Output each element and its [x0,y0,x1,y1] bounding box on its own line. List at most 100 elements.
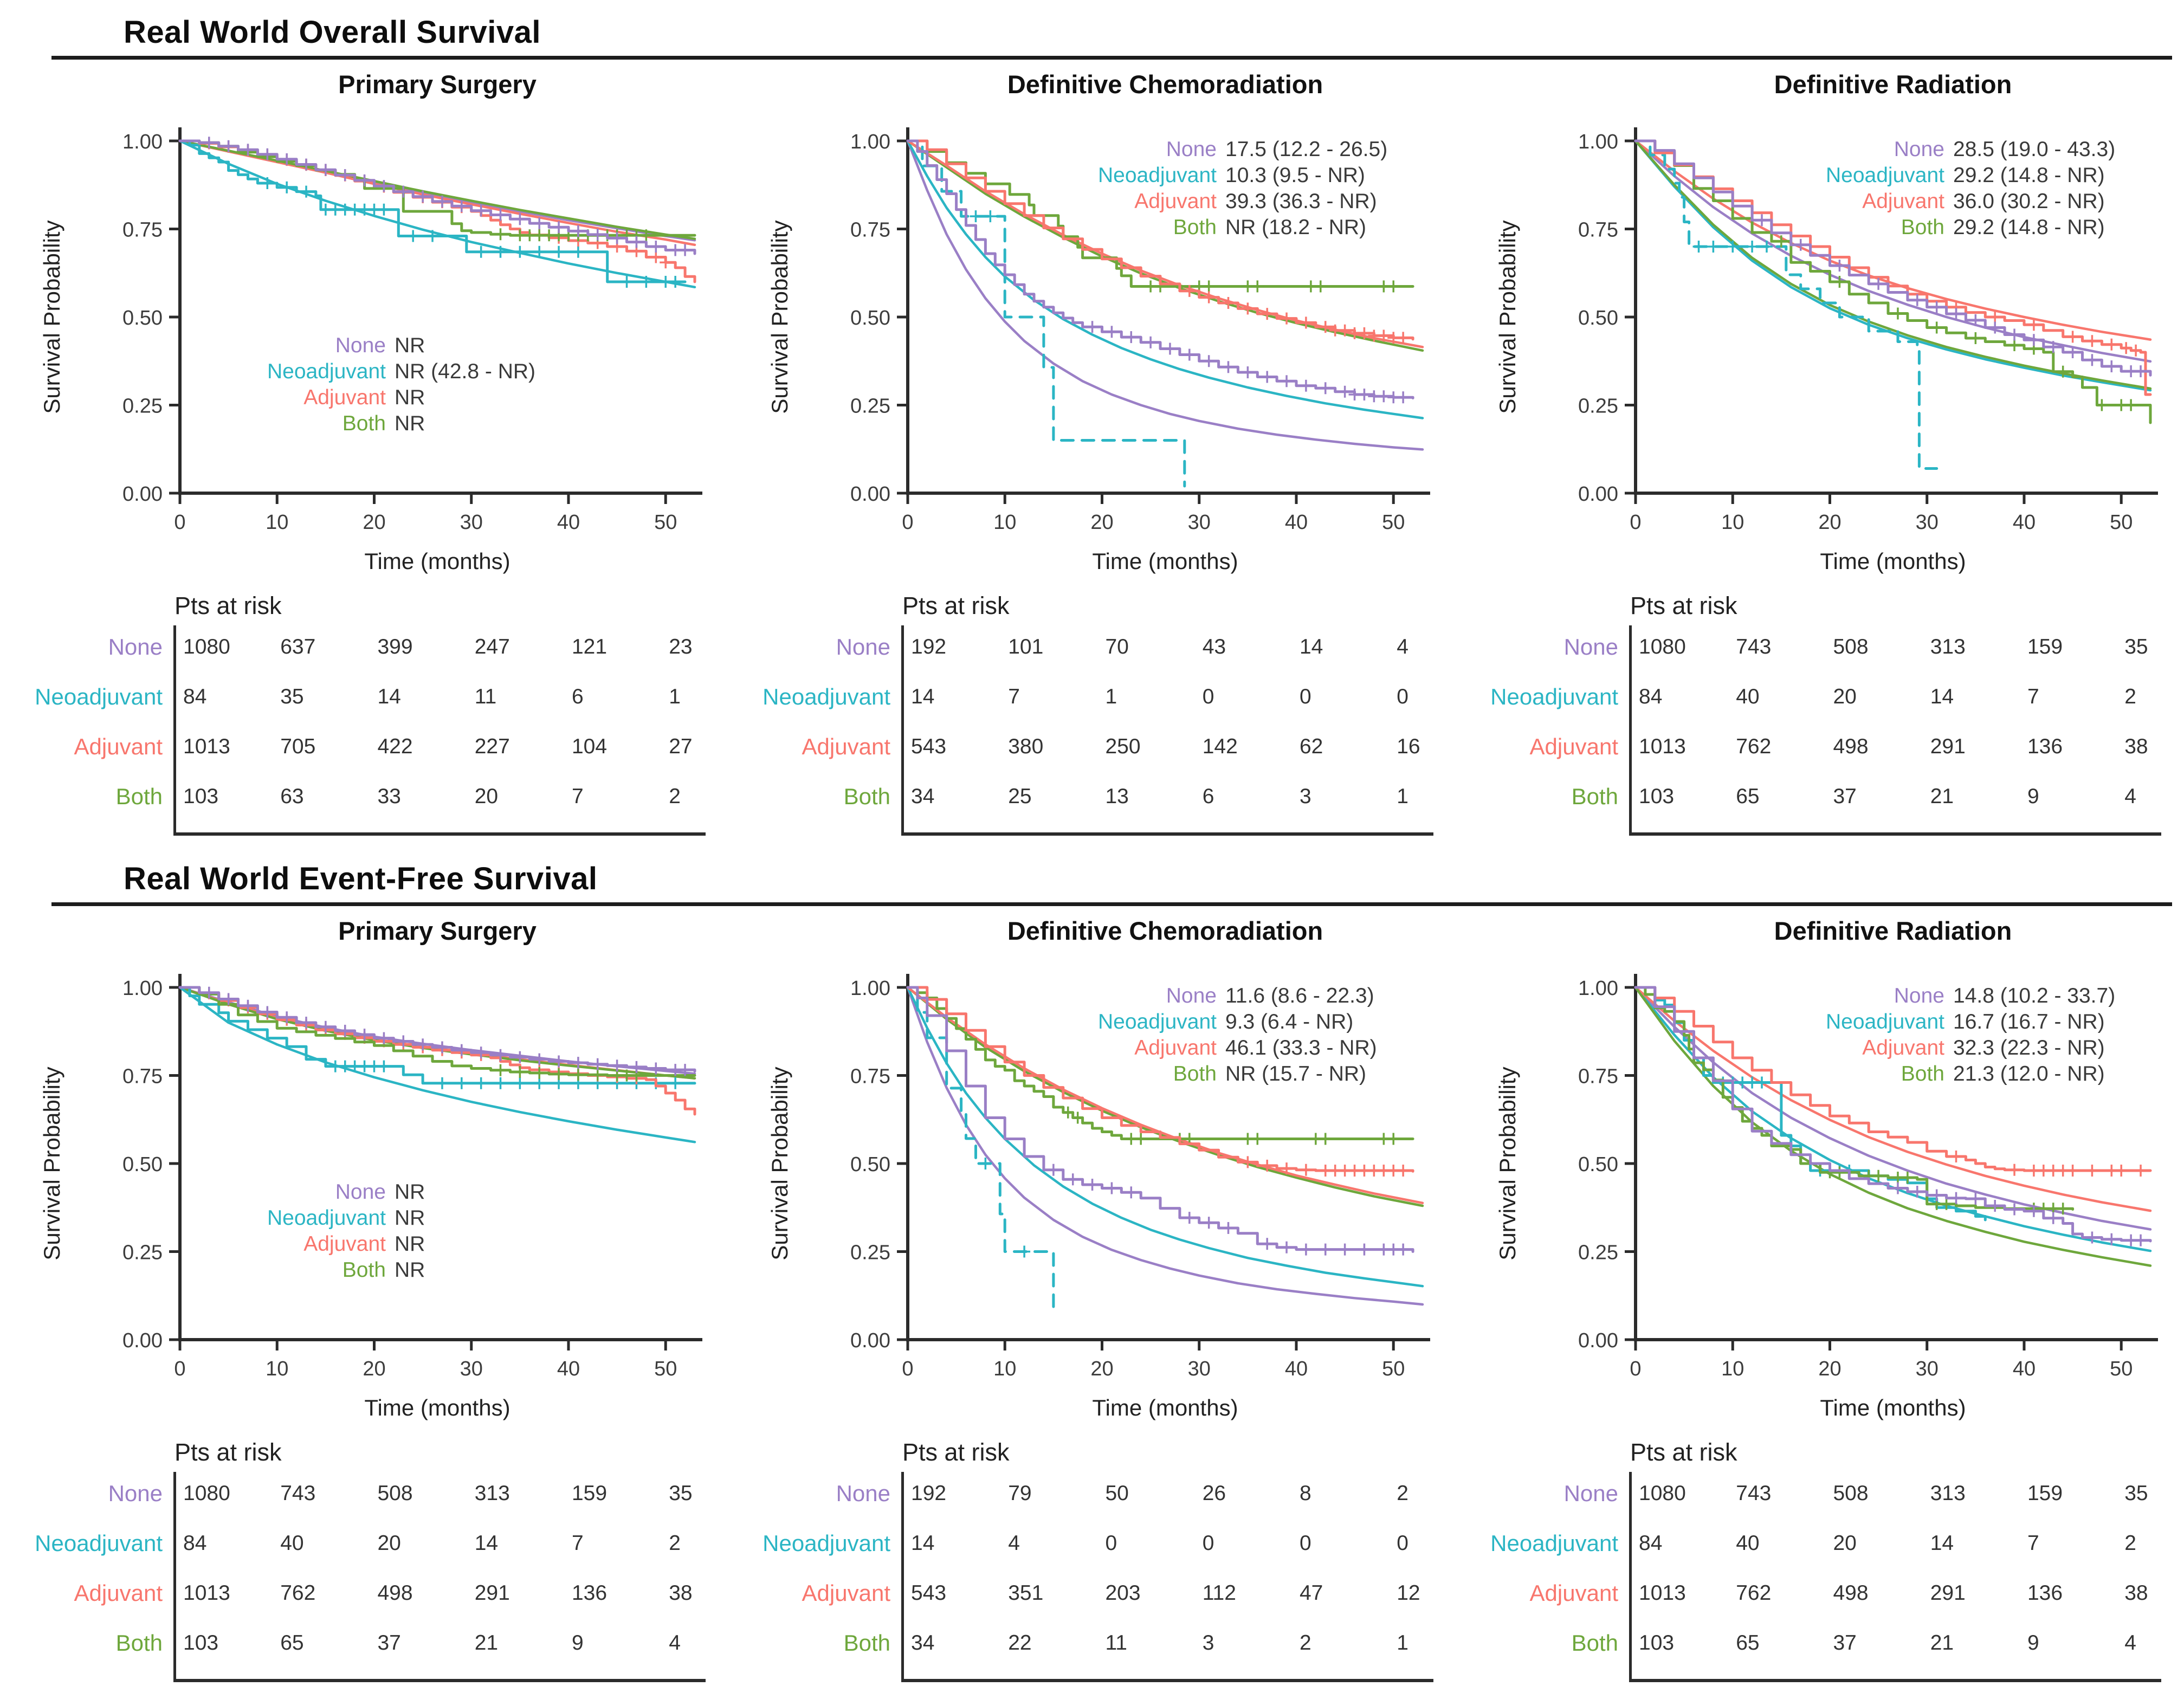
risk-count: 13 [1105,785,1129,808]
risk-count: 508 [377,1482,413,1505]
risk-count: 250 [1105,735,1141,758]
x-tick-label: 10 [993,511,1016,534]
risk-count: 14 [377,685,401,708]
risk-row-label-neoadjuvant: Neoadjuvant [1490,684,1618,709]
both-fit-curve [178,139,696,240]
risk-count: 35 [2124,1482,2148,1505]
x-tick-label: 40 [1285,511,1308,534]
risk-count: 313 [1930,1482,1966,1505]
risk-count: 291 [1930,1581,1966,1605]
legend-group-both: Both [343,1258,386,1282]
risk-row-label-neoadjuvant: Neoadjuvant [763,684,890,709]
risk-count: 101 [1008,635,1044,658]
legend-group-adjuvant: Adjuvant [303,386,386,409]
x-tick-label: 30 [460,511,483,534]
risk-table-bottom-line [1629,832,2161,836]
pts-at-risk-title: Pts at risk [175,1438,282,1466]
y-axis-title: Survival Probability [1495,220,1520,413]
risk-count: 0 [1202,1532,1214,1555]
risk-count: 26 [1202,1482,1226,1505]
x-tick-label: 30 [1916,1358,1939,1380]
risk-count: 136 [2027,1581,2063,1605]
risk-count: 9 [2027,1631,2039,1655]
section-title: Real World Event-Free Survival [124,861,598,896]
risk-count: 40 [1736,1532,1760,1555]
neoadjuvant-fit-curve [906,986,1424,1288]
panel-title: Definitive Chemoradiation [1007,70,1323,99]
both-censor-marks [1775,235,2137,411]
x-tick-label: 0 [174,1358,185,1380]
risk-count: 3 [1202,1631,1214,1655]
risk-count: 0 [1397,685,1408,708]
risk-row-label-both: Both [115,784,163,809]
adjuvant-fit-curve [1634,986,2152,1212]
risk-count: 12 [1397,1581,1420,1605]
risk-count: 112 [1202,1581,1236,1605]
section-header: Real World Overall Survival [0,0,2184,50]
x-axis-title: Time (months) [1092,1395,1238,1420]
y-tick-label: 1.00 [850,131,890,153]
risk-row-label-both: Both [1571,784,1618,809]
risk-count: 14 [911,685,935,708]
legend-group-none: None [1166,984,1217,1007]
y-tick-label: 1.00 [850,977,890,1000]
risk-count: 508 [1833,1482,1869,1505]
risk-table-left-line [901,625,904,832]
neoadjuvant-km-curve [906,139,1186,488]
risk-count: 16 [1397,735,1420,758]
risk-count: 11 [474,685,497,708]
x-tick-label: 50 [1382,511,1405,534]
section-header: Real World Event-Free Survival [0,846,2184,897]
legend-group-both: Both [1173,216,1217,239]
risk-count: 14 [1299,635,1323,658]
risk-count: 159 [571,1482,608,1505]
x-tick-label: 10 [1721,511,1744,534]
risk-count: 2 [1299,1631,1311,1655]
y-tick-label: 0.50 [122,1153,163,1176]
panels-row: Primary Surgery 1.00 0.75 0.50 0.25 0.00 0 10 20… [0,60,2184,845]
legend-median-adjuvant: 46.1 (33.3 - NR) [1225,1036,1377,1059]
risk-count: 422 [377,735,413,758]
panel-definitive-chemoradiation: Definitive Chemoradiation 1.00 0.75 0.50 0.2… [728,60,1456,845]
risk-count: 136 [2027,735,2063,758]
legend-median-both: 21.3 (12.0 - NR) [1953,1062,2105,1085]
risk-count: 4 [1008,1532,1020,1555]
risk-count: 2 [2124,1532,2136,1555]
both-fit-curve [1634,986,2152,1267]
legend-group-neoadjuvant: Neoadjuvant [1098,164,1217,187]
survival-plot: 1.00 0.75 0.50 0.25 0.00 0 10 20 30 40 50 Survival … [767,127,1430,574]
none-km-curve [906,986,1414,1253]
legend-median-none: 28.5 (19.0 - 43.3) [1953,138,2115,161]
risk-row-label-neoadjuvant: Neoadjuvant [35,1530,163,1556]
risk-count: 762 [1736,735,1772,758]
risk-row-label-neoadjuvant: Neoadjuvant [35,684,163,709]
risk-count: 38 [2124,1581,2148,1605]
y-tick-label: 0.25 [850,1242,890,1264]
risk-count: 79 [1008,1482,1032,1505]
risk-count: 1013 [183,1581,230,1605]
risk-count: 103 [183,1631,219,1655]
legend-group-none: None [1894,984,1944,1007]
risk-table-left-line [173,1472,176,1679]
legend-median-both: NR (18.2 - NR) [1225,216,1366,239]
risk-count: 27 [669,735,693,758]
legend-group-neoadjuvant: Neoadjuvant [1826,1010,1944,1033]
risk-count: 0 [1299,1532,1311,1555]
risk-count: 142 [1202,735,1238,758]
y-tick-label: 0.50 [1578,1153,1618,1176]
risk-row-label-both: Both [1571,1630,1618,1656]
x-tick-label: 50 [654,511,677,534]
x-tick-label: 0 [902,511,913,534]
neoadjuvant-fit-curve [178,986,696,1143]
x-tick-label: 30 [1188,1358,1211,1380]
panel-title: Definitive Radiation [1774,916,2012,945]
risk-count: 7 [571,785,584,808]
risk-count: 65 [1736,785,1760,808]
risk-count: 34 [911,785,935,808]
legend-median-both: NR (15.7 - NR) [1225,1062,1366,1085]
risk-row-label-none: None [1563,1481,1618,1506]
risk-count: 22 [1008,1631,1032,1655]
risk-count: 498 [377,1581,413,1605]
none-fit-curve [906,139,1424,451]
risk-count: 762 [280,1581,316,1605]
